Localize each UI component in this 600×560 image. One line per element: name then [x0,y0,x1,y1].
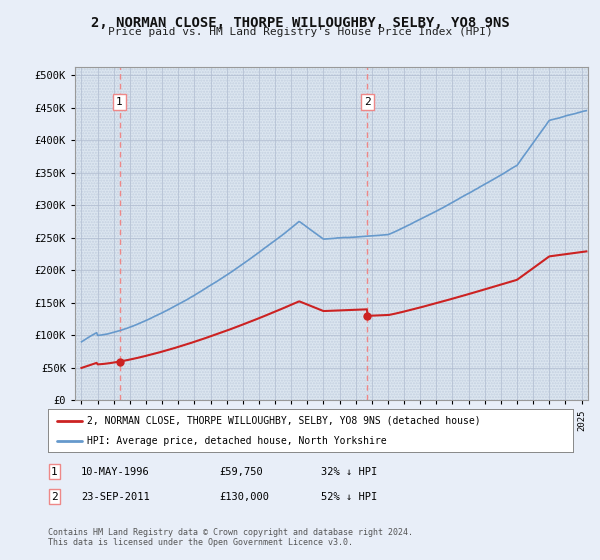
Text: 1: 1 [51,466,58,477]
Text: Contains HM Land Registry data © Crown copyright and database right 2024.
This d: Contains HM Land Registry data © Crown c… [48,528,413,547]
Text: Price paid vs. HM Land Registry's House Price Index (HPI): Price paid vs. HM Land Registry's House … [107,27,493,37]
Text: 2, NORMAN CLOSE, THORPE WILLOUGHBY, SELBY, YO8 9NS (detached house): 2, NORMAN CLOSE, THORPE WILLOUGHBY, SELB… [88,416,481,426]
Text: 32% ↓ HPI: 32% ↓ HPI [321,466,377,477]
Text: £130,000: £130,000 [219,492,269,502]
Text: 52% ↓ HPI: 52% ↓ HPI [321,492,377,502]
Text: 23-SEP-2011: 23-SEP-2011 [81,492,150,502]
Text: 2: 2 [51,492,58,502]
Text: 2: 2 [364,97,371,107]
Text: 1: 1 [116,97,123,107]
Text: 2, NORMAN CLOSE, THORPE WILLOUGHBY, SELBY, YO8 9NS: 2, NORMAN CLOSE, THORPE WILLOUGHBY, SELB… [91,16,509,30]
Text: 10-MAY-1996: 10-MAY-1996 [81,466,150,477]
Text: £59,750: £59,750 [219,466,263,477]
Text: HPI: Average price, detached house, North Yorkshire: HPI: Average price, detached house, Nort… [88,436,387,446]
